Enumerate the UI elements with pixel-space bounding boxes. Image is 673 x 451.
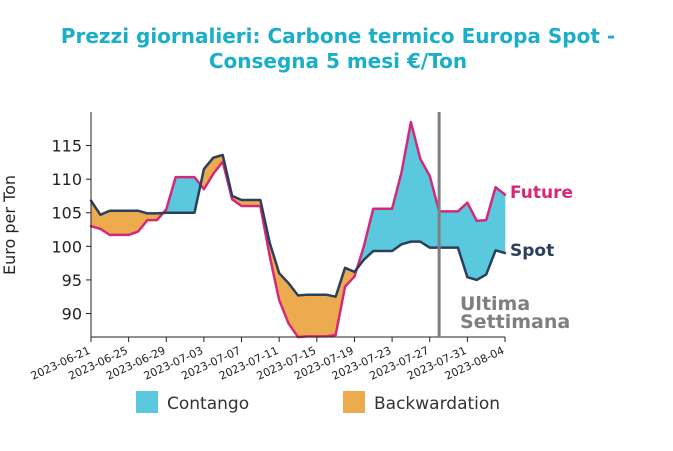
backwardation-fill-segment (109, 210, 120, 236)
contango-fill-segment (448, 211, 459, 248)
y-tick-label: 105 (51, 204, 82, 223)
legend-swatch-backwardation (343, 391, 365, 413)
series-label-future: Future (510, 183, 573, 203)
backwardation-fill-segment (325, 294, 336, 337)
legend-label-contango: Contango (167, 394, 249, 414)
contango-fill-segment (184, 176, 195, 214)
series-label-spot: Spot (510, 241, 554, 261)
chart-title-line-2: Consegna 5 mesi €/Ton (209, 49, 467, 73)
annotation-settimana: Settimana (460, 311, 570, 333)
legend-swatch-contango (136, 391, 158, 413)
contango-fill-segment (476, 219, 487, 281)
y-tick-label: 100 (51, 237, 82, 256)
fill-areas (90, 122, 506, 338)
backwardation-fill-segment (316, 294, 327, 337)
y-tick-label: 115 (51, 137, 82, 156)
y-tick-label: 90 (62, 304, 82, 323)
contango-fill-segment (175, 176, 186, 214)
series-line-spot (89, 153, 507, 298)
contango-fill-segment (391, 172, 402, 252)
contango-fill-segment (495, 186, 506, 254)
chart-title-line-1: Prezzi giornalieri: Carbone termico Euro… (61, 24, 615, 48)
y-tick-label: 95 (62, 271, 82, 290)
backwardation-fill-segment (297, 294, 308, 338)
contango-fill-segment (401, 122, 412, 245)
annotation-ultima: Ultima (460, 293, 530, 315)
contango-fill-segment (372, 208, 383, 252)
contango-fill-segment (382, 208, 393, 252)
backwardation-fill-segment (307, 294, 318, 337)
legend: Contango Backwardation (136, 391, 500, 414)
backwardation-fill-segment (118, 210, 129, 236)
legend-label-backwardation: Backwardation (374, 394, 500, 414)
y-axis-label: Euro per Ton (0, 175, 19, 275)
y-tick-label: 110 (51, 170, 82, 189)
